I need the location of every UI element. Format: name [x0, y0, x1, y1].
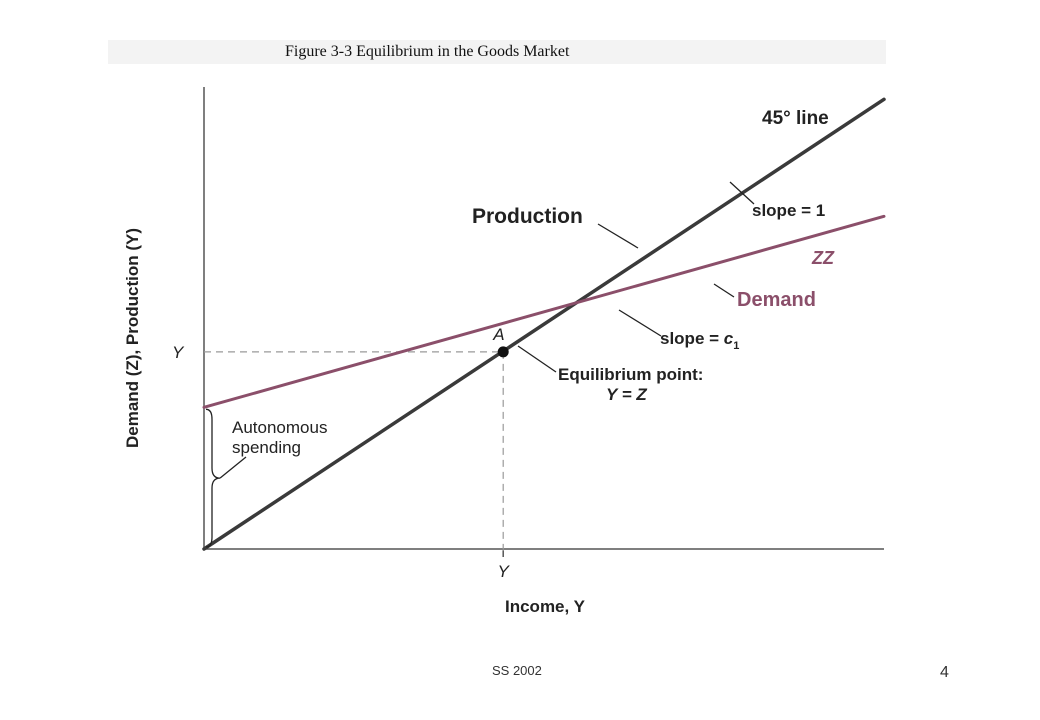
label-slope-one: slope = 1 — [752, 201, 825, 220]
line-zz-demand — [202, 214, 886, 409]
line-45-degree — [202, 97, 886, 551]
demand-leader — [713, 283, 735, 298]
label-equilibrium-line2: Y = Z — [606, 385, 647, 404]
autonomous-spending-brace — [205, 408, 221, 548]
label-point-a: A — [492, 325, 504, 344]
slope-c-leader — [618, 309, 662, 337]
figure-title-band — [108, 40, 886, 64]
label-slope-c: slope = c1 — [660, 329, 739, 352]
figure-title: Figure 3-3 Equilibrium in the Goods Mark… — [285, 43, 570, 60]
equilibrium-leader — [517, 345, 557, 373]
production-leader — [597, 223, 639, 249]
equilibrium-point — [497, 346, 509, 358]
label-demand: Demand — [737, 289, 816, 311]
footer-text: SS 2002 — [492, 663, 542, 678]
label-autonomous-line1: Autonomous — [232, 418, 327, 437]
slope-one-leader — [729, 181, 755, 205]
x-axis-label: Income, Y — [505, 597, 586, 616]
autonomous-leader — [219, 456, 247, 479]
x-tick-label: Y — [498, 562, 511, 581]
label-autonomous-line2: spending — [232, 438, 301, 457]
label-zz: ZZ — [811, 248, 835, 268]
y-axis-label: Demand (Z), Production (Y) — [123, 228, 142, 448]
page-number: 4 — [940, 664, 949, 681]
label-production: Production — [472, 205, 583, 228]
label-equilibrium-line1: Equilibrium point: — [558, 365, 703, 384]
y-tick-label: Y — [172, 343, 185, 362]
label-45-line: 45° line — [762, 108, 829, 129]
